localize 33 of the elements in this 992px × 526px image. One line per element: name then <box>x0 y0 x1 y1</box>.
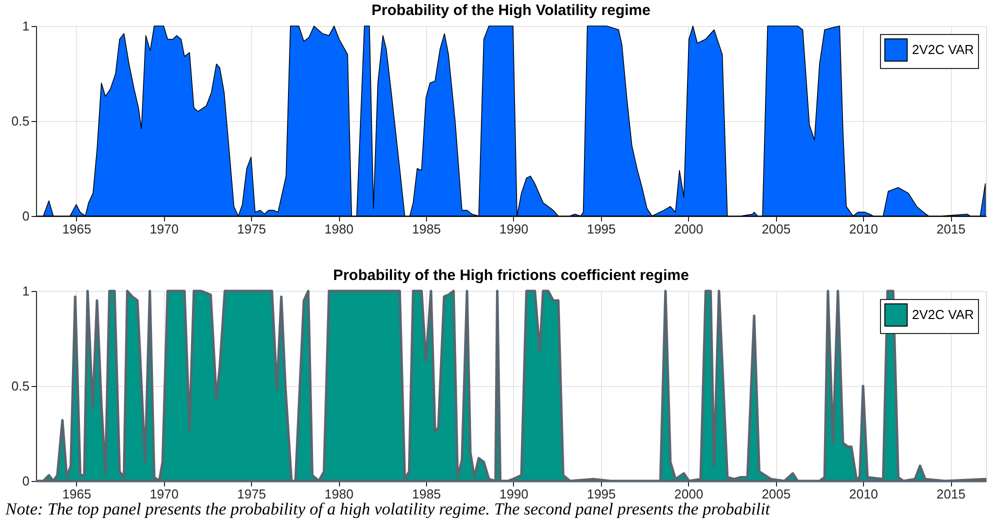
chart-title: Probability of the High Volatility regime <box>372 2 650 19</box>
x-tick-label: 1985 <box>412 222 441 236</box>
x-tick-label: 2000 <box>674 222 704 236</box>
x-tick-label: 2010 <box>849 486 878 502</box>
x-tick-label: 2000 <box>674 486 704 502</box>
x-tick-label: 1970 <box>150 222 179 236</box>
x-tick-label: 1975 <box>237 486 266 502</box>
x-tick-label: 2005 <box>762 486 791 502</box>
x-tick-label: 1985 <box>412 486 441 502</box>
x-tick-label: 1980 <box>324 486 354 502</box>
x-tick-label: 1970 <box>150 486 179 502</box>
legend-label: 2V2C VAR <box>912 42 974 57</box>
x-tick-label: 2015 <box>936 486 966 502</box>
x-tick-label: 1995 <box>586 222 616 236</box>
y-tick-label: 1 <box>22 284 30 298</box>
y-tick-label: 0.5 <box>11 378 30 394</box>
y-tick-label: 0 <box>22 474 30 488</box>
x-tick-label: 1965 <box>62 222 92 236</box>
x-tick-label: 1965 <box>62 486 92 502</box>
x-tick-label: 1975 <box>237 222 266 236</box>
x-tick-label: 2015 <box>936 222 966 236</box>
text: Note: The top panel presents the probability of a high volatility regime. The second panel presents the probabilit <box>4 500 772 518</box>
legend-label: 2V2C VAR <box>912 307 974 322</box>
y-tick-label: 0 <box>22 208 30 224</box>
y-tick-label: 1 <box>22 18 30 34</box>
x-tick-label: 1995 <box>586 486 616 502</box>
x-tick-label: 1990 <box>499 222 528 236</box>
chart-title: Probability of the High frictions coefficient regime <box>333 267 689 284</box>
x-tick-label: 1980 <box>324 222 354 236</box>
x-tick-label: 1990 <box>499 486 528 502</box>
y-tick-label: 0.5 <box>11 114 30 128</box>
x-tick-label: 2005 <box>762 222 791 236</box>
x-tick-label: 2010 <box>849 222 878 236</box>
